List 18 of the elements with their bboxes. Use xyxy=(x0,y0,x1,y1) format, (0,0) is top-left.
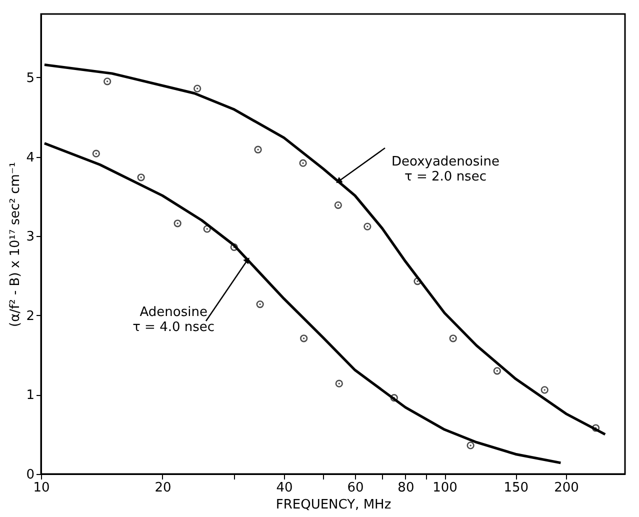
x-tick-label: 20 xyxy=(154,480,172,496)
y-tick-label: 1 xyxy=(26,388,34,404)
annotation: Adenosine τ = 4.0 nsec xyxy=(132,304,215,335)
y-tick-label: 2 xyxy=(26,308,34,324)
y-tick-label: 0 xyxy=(26,468,34,482)
y-tick-label: 4 xyxy=(26,150,34,166)
x-axis-title: FREQUENCY, MHz xyxy=(276,498,392,512)
x-tick-label: 80 xyxy=(398,480,414,496)
y-axis-title: (α/f² - B) x 10¹⁷ sec² cm⁻¹ xyxy=(8,162,24,327)
x-tick-label: 100 xyxy=(432,480,458,496)
annotation: Deoxyadenosine τ = 2.0 nsec xyxy=(392,154,500,184)
x-tick-label: 150 xyxy=(504,480,529,496)
x-tick-label: 10 xyxy=(33,480,50,496)
x-tick-label: 40 xyxy=(276,480,293,496)
y-tick-label: 5 xyxy=(26,70,34,86)
x-tick-label: 200 xyxy=(554,480,579,496)
x-tick-label: 60 xyxy=(347,480,364,496)
y-tick-label: 3 xyxy=(26,230,34,245)
